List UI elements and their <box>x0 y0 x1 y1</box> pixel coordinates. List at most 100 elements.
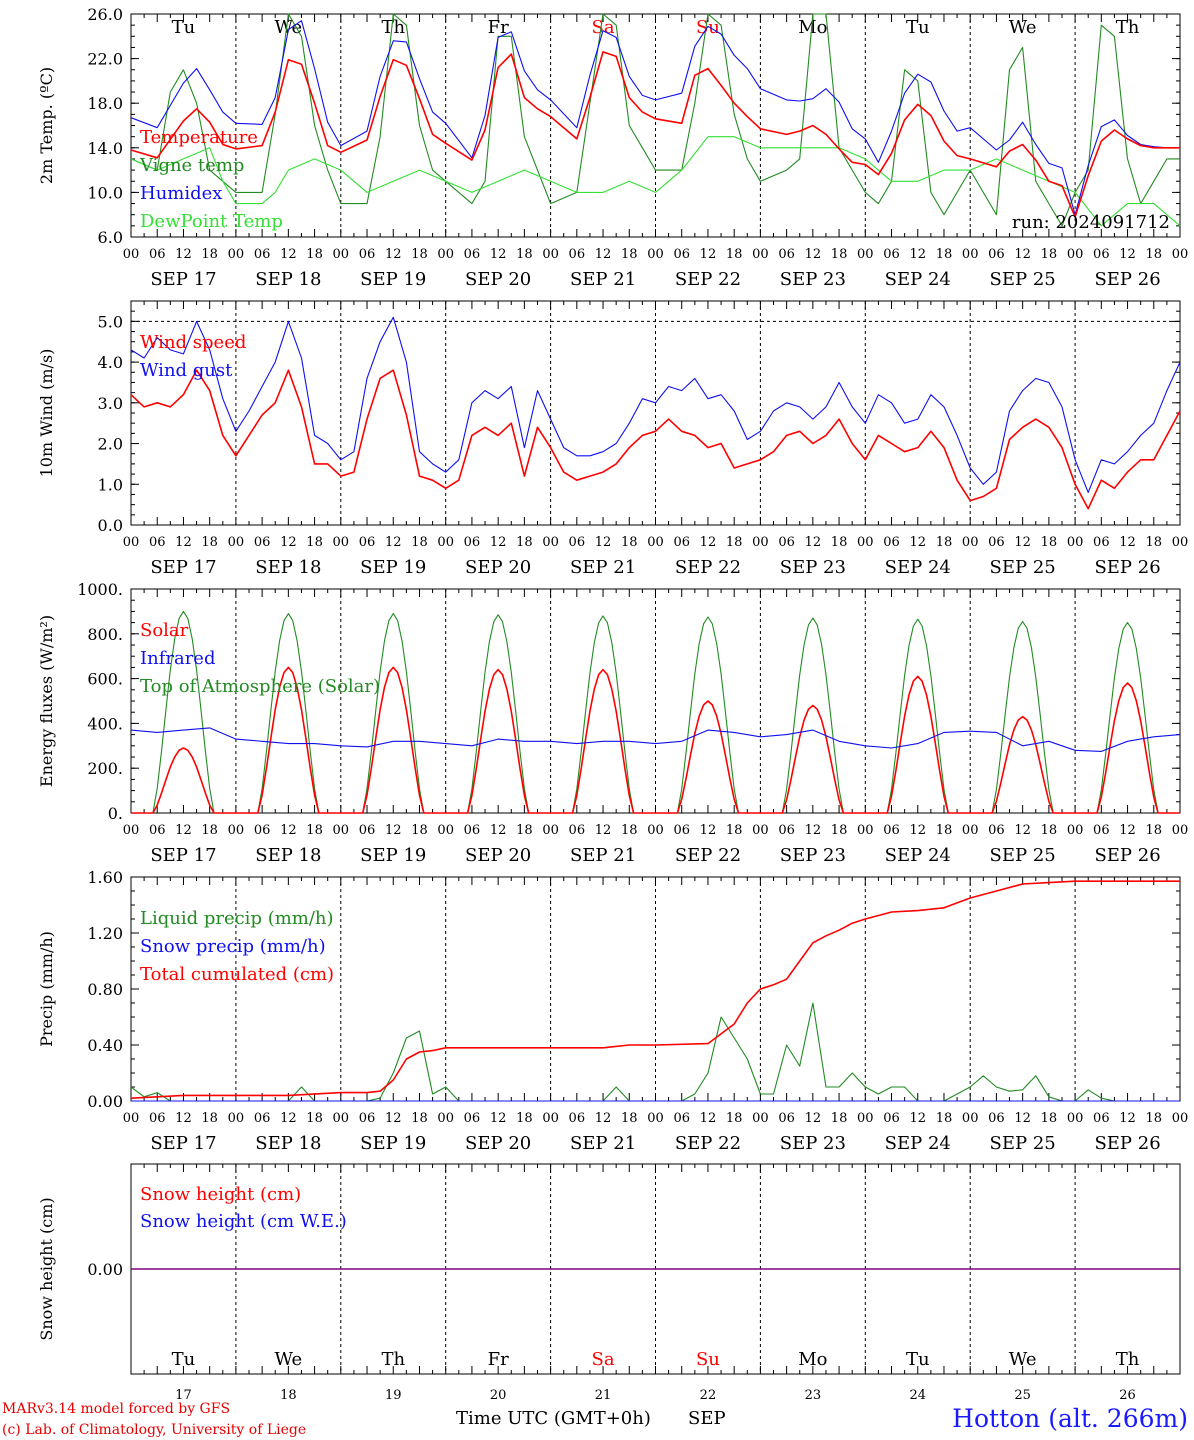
hour-tick-label: 12 <box>175 823 192 838</box>
y-tick-label: 1.0 <box>98 475 123 494</box>
hour-tick-label: 18 <box>1146 535 1163 550</box>
hour-tick-label: 12 <box>595 247 612 262</box>
day-number: 24 <box>909 1388 926 1403</box>
hour-tick-label: 18 <box>1041 535 1058 550</box>
hour-tick-label: 18 <box>726 535 743 550</box>
date-label: SEP 18 <box>255 269 321 290</box>
hour-tick-label: 06 <box>1093 247 1110 262</box>
hour-tick-label: 18 <box>306 1111 323 1126</box>
day-number: 18 <box>280 1388 297 1403</box>
date-label: SEP 26 <box>1094 269 1160 290</box>
hour-tick-label: 06 <box>673 535 690 550</box>
hour-tick-label: 06 <box>569 247 586 262</box>
day-name: We <box>275 1349 303 1370</box>
month-label: SEP <box>688 1408 726 1429</box>
date-label: SEP 25 <box>990 1133 1056 1154</box>
hour-tick-label: 18 <box>831 1111 848 1126</box>
hour-tick-label: 00 <box>857 535 874 550</box>
date-label: SEP 23 <box>780 845 846 866</box>
hour-tick-label: 12 <box>490 823 507 838</box>
hour-tick-label: 00 <box>542 247 559 262</box>
hour-tick-label: 18 <box>726 1111 743 1126</box>
date-label: SEP 21 <box>570 1133 636 1154</box>
series-line <box>130 136 1181 227</box>
hour-tick-label: 00 <box>962 1111 979 1126</box>
day-name: We <box>275 17 303 38</box>
legend-entry: Liquid precip (mm/h) <box>140 908 334 929</box>
hour-tick-label: 00 <box>333 535 350 550</box>
hour-tick-label: 18 <box>201 1111 218 1126</box>
legend-entry: Total cumulated (cm) <box>140 964 334 985</box>
day-number: 20 <box>490 1388 507 1403</box>
date-label: SEP 19 <box>360 845 426 866</box>
hour-tick-label: 00 <box>437 247 454 262</box>
hour-tick-label: 12 <box>805 247 822 262</box>
day-name: Tu <box>906 1349 930 1370</box>
hour-tick-label: 06 <box>359 1111 376 1126</box>
hour-tick-label: 18 <box>1146 823 1163 838</box>
hour-tick-label: 00 <box>1172 247 1189 262</box>
hour-tick-label: 12 <box>175 1111 192 1126</box>
date-label: SEP 17 <box>150 1133 216 1154</box>
legend-entry: Snow height (cm) <box>140 1184 301 1205</box>
x-axis-title: Time UTC (GMT+0h) <box>456 1408 651 1429</box>
hour-tick-label: 18 <box>516 247 533 262</box>
hour-tick-label: 00 <box>857 1111 874 1126</box>
hour-tick-label: 06 <box>569 1111 586 1126</box>
hour-tick-label: 00 <box>123 1111 140 1126</box>
hour-tick-label: 06 <box>149 823 166 838</box>
hour-tick-label: 12 <box>700 1111 717 1126</box>
day-name: Fr <box>488 17 509 38</box>
hour-tick-label: 12 <box>595 535 612 550</box>
day-number: 23 <box>805 1388 822 1403</box>
hour-tick-label: 12 <box>1119 1111 1136 1126</box>
hour-tick-label: 00 <box>1067 823 1084 838</box>
hour-tick-label: 00 <box>1067 1111 1084 1126</box>
day-name: Th <box>1116 17 1140 38</box>
location-title: Hotton (alt. 266m) <box>952 1404 1188 1433</box>
series-line <box>131 666 1180 814</box>
hour-tick-label: 12 <box>805 823 822 838</box>
y-tick-label: 6.0 <box>98 228 123 247</box>
y-tick-label: 0.00 <box>87 1260 123 1279</box>
day-name: Su <box>696 1349 720 1370</box>
y-tick-label: 1000. <box>77 580 123 599</box>
hour-tick-label: 00 <box>752 1111 769 1126</box>
hour-tick-label: 12 <box>385 823 402 838</box>
hour-tick-label: 18 <box>1041 247 1058 262</box>
hour-tick-label: 00 <box>962 247 979 262</box>
hour-tick-label: 00 <box>647 247 664 262</box>
hour-tick-label: 06 <box>988 823 1005 838</box>
hour-tick-label: 00 <box>437 823 454 838</box>
date-label: SEP 19 <box>360 557 426 578</box>
hour-tick-label: 12 <box>909 1111 926 1126</box>
hour-tick-label: 18 <box>411 535 428 550</box>
y-tick-label: 600. <box>87 670 123 689</box>
date-label: SEP 26 <box>1094 845 1160 866</box>
panel-2: 0.0 1.0 2.0 3.0 4.0 5.0 10m Wind (m/s) 00 06 12 18… <box>37 300 1188 578</box>
hour-tick-label: 00 <box>542 1111 559 1126</box>
hour-tick-label: 18 <box>936 535 953 550</box>
date-label: SEP 23 <box>780 269 846 290</box>
y-tick-label: 0.80 <box>87 980 123 999</box>
date-label: SEP 25 <box>990 845 1056 866</box>
day-name: Mo <box>798 17 827 38</box>
hour-tick-label: 06 <box>778 535 795 550</box>
legend-entry: Solar <box>140 620 189 641</box>
legend-entry: Vigne temp <box>139 155 244 176</box>
hour-tick-label: 12 <box>385 247 402 262</box>
hour-tick-label: 00 <box>962 823 979 838</box>
y-tick-label: 200. <box>87 759 123 778</box>
hour-tick-label: 00 <box>228 1111 245 1126</box>
hour-tick-label: 00 <box>542 535 559 550</box>
hour-tick-label: 00 <box>857 823 874 838</box>
legend-entry: Infrared <box>140 648 215 669</box>
hour-tick-label: 12 <box>805 1111 822 1126</box>
series-line <box>130 880 1180 1099</box>
y-tick-label: 26.0 <box>87 5 123 24</box>
hour-tick-label: 06 <box>464 247 481 262</box>
hour-tick-label: 00 <box>333 247 350 262</box>
day-number: 17 <box>175 1388 192 1403</box>
hour-tick-label: 12 <box>280 535 297 550</box>
